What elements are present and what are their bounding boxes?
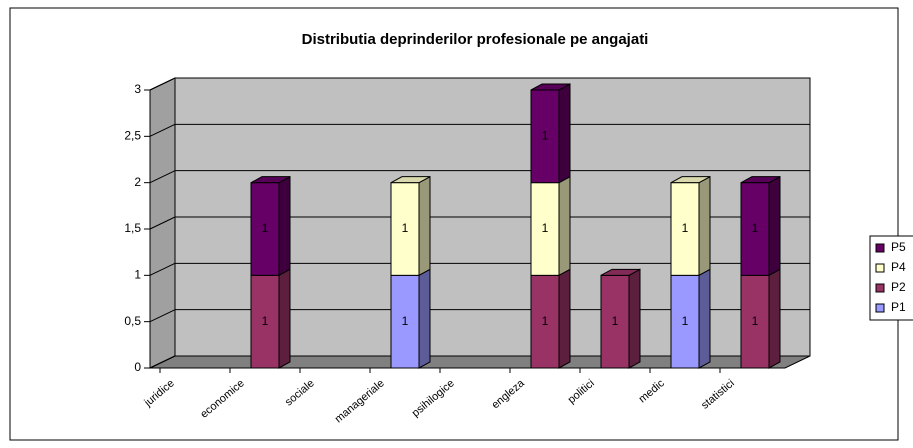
bar [390,182,420,276]
grid-line [149,123,176,137]
legend-swatch [875,243,885,253]
bar-side [698,175,711,277]
bar-top [740,176,781,184]
legend-swatch [875,263,885,273]
legend-label: P5 [891,240,906,254]
bar [670,182,700,276]
bar [600,274,630,369]
grid-line [149,309,176,323]
bar [250,182,280,276]
data-label: 1 [262,314,269,328]
bar-side [278,268,291,369]
data-label: 1 [682,221,689,235]
grid-line [149,170,176,184]
bar-side [628,268,641,369]
y-tick-label: 1 [134,268,141,282]
legend-label: P4 [891,260,906,274]
bar-side [418,268,431,369]
floor [149,355,811,369]
bar [250,274,280,369]
grid-line [149,262,176,276]
y-tick-label: 3 [134,82,141,96]
grid-line [149,77,176,91]
data-label: 1 [402,221,409,235]
data-label: 1 [402,314,409,328]
bar-side [768,268,781,369]
bar-top [600,268,641,276]
bar-side [768,175,781,277]
bar [740,182,770,276]
data-label: 1 [542,129,549,143]
legend-label: P1 [891,300,906,314]
legend-label: P2 [891,280,906,294]
data-label: 1 [612,314,619,328]
y-tick-label: 2,5 [124,129,141,143]
bar [390,274,420,369]
bar [530,182,560,276]
data-label: 1 [542,221,549,235]
bar-top [530,83,571,91]
legend-swatch [875,303,885,313]
y-tick-label: 2 [134,175,141,189]
bar-side [418,175,431,277]
data-label: 1 [542,314,549,328]
bar-top [670,176,711,184]
y-tick-label: 0 [134,360,141,374]
data-label: 1 [682,314,689,328]
bar-side [558,175,571,277]
y-tick-label: 0,5 [124,314,141,328]
bar [530,89,560,184]
bar-top [390,176,431,184]
y-tick-label: 1,5 [124,221,141,235]
data-label: 1 [262,221,269,235]
bar-top [250,176,291,184]
bar [530,274,560,369]
bar [670,274,700,369]
bar-side [558,83,571,184]
data-label: 1 [752,314,759,328]
grid-line [149,216,176,230]
legend-swatch [875,283,885,293]
chart-title: Distributia deprinderilor profesionale p… [302,31,649,48]
bar-side [278,175,291,277]
bar-side [698,268,711,369]
bar-side [558,268,571,369]
data-label: 1 [752,221,759,235]
grid-line [149,355,176,369]
